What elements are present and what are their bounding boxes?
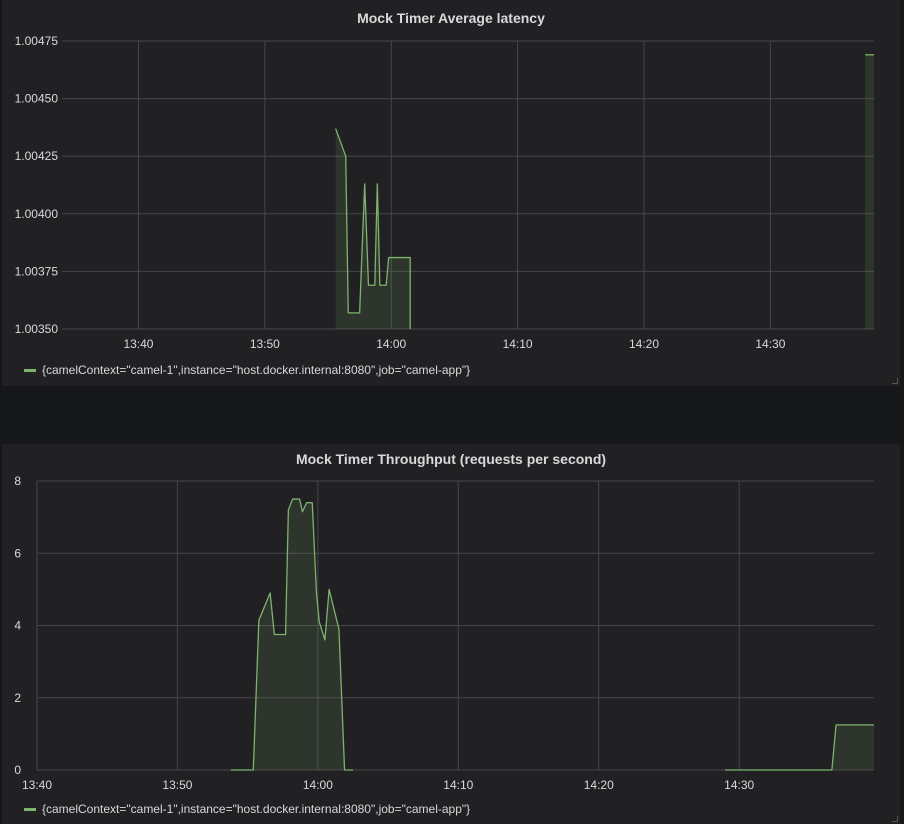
series-line: [335, 128, 411, 329]
resize-handle[interactable]: [892, 378, 898, 384]
x-tick-label: 13:50: [250, 337, 280, 351]
series-area: [865, 54, 874, 329]
x-tick-label: 13:40: [22, 778, 52, 792]
legend-swatch: [24, 807, 36, 811]
y-tick-label: 1.00350: [15, 322, 59, 336]
throughput-chart: 0 2 4 6 8 13:40 13:50 14:00 14:10 14:20 14:30: [14, 474, 874, 792]
legend-item[interactable]: {camelContext="camel-1",instance="host.d…: [24, 802, 470, 816]
throughput-panel: Mock Timer Throughput (requests per seco…: [2, 444, 900, 824]
y-tick-label: 0: [14, 763, 21, 777]
y-tick-label: 2: [14, 691, 21, 705]
x-tick-label: 13:40: [123, 337, 153, 351]
legend-item[interactable]: {camelContext="camel-1",instance="host.d…: [24, 363, 470, 377]
x-tick-label: 14:10: [503, 337, 533, 351]
y-tick-label: 1.00425: [15, 149, 59, 163]
x-tick-label: 14:30: [724, 778, 754, 792]
y-tick-label: 6: [14, 546, 21, 560]
panel-title[interactable]: Mock Timer Throughput (requests per seco…: [295, 451, 607, 467]
series-area: [230, 499, 353, 770]
x-tick-label: 14:00: [303, 778, 333, 792]
series-line: [725, 724, 874, 771]
panel-title[interactable]: Mock Timer Average latency: [357, 10, 545, 26]
latency-panel: Mock Timer Average latency 1.00350 1.0037…: [2, 0, 900, 386]
y-tick-label: 8: [14, 474, 21, 488]
resize-handle[interactable]: [892, 816, 898, 822]
y-tick-label: 1.00400: [15, 207, 59, 221]
legend-swatch: [24, 368, 36, 372]
series-area: [725, 724, 874, 770]
x-tick-label: 13:50: [162, 778, 192, 792]
x-tick-label: 14:20: [584, 778, 614, 792]
latency-chart: 1.00350 1.00375 1.00400 1.00425 1.00450 1.004…: [15, 34, 874, 351]
y-tick-label: 1.00375: [15, 264, 59, 278]
series-line: [230, 498, 353, 771]
x-tick-label: 14:10: [443, 778, 473, 792]
y-tick-label: 4: [14, 619, 21, 633]
y-tick-label: 1.00450: [15, 92, 59, 106]
x-tick-label: 14:30: [755, 337, 785, 351]
y-tick-label: 1.00475: [15, 34, 59, 48]
x-tick-label: 14:00: [376, 337, 406, 351]
legend-label: {camelContext="camel-1",instance="host.d…: [42, 363, 471, 377]
x-tick-label: 14:20: [629, 337, 659, 351]
series-area: [335, 128, 411, 329]
legend-label: {camelContext="camel-1",instance="host.d…: [42, 802, 471, 816]
